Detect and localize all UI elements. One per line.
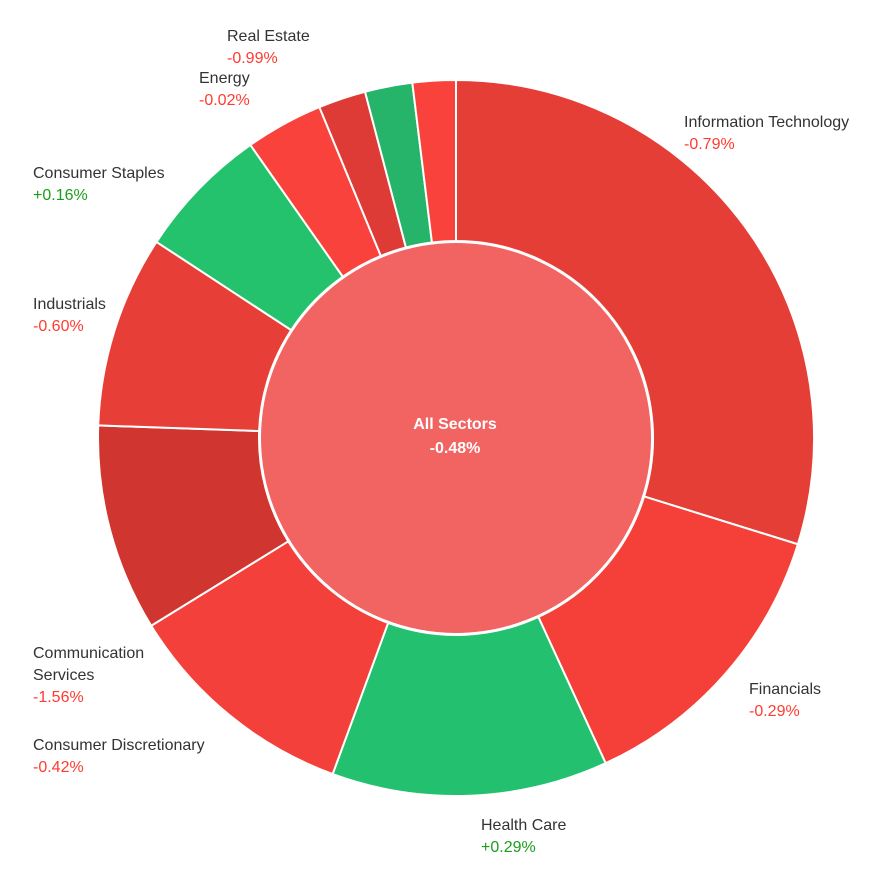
label-name: Industrials: [33, 296, 106, 313]
label-information-technology: Information Technology -0.79%: [684, 112, 849, 156]
label-change: -0.02%: [199, 92, 250, 109]
center-label: All Sectors -0.48%: [355, 413, 555, 461]
center-change: -0.48%: [429, 440, 481, 457]
center-circle-all-sectors[interactable]: [259, 241, 653, 635]
label-change: -0.42%: [33, 759, 84, 776]
label-name: Financials: [749, 681, 822, 698]
label-name: Consumer Staples: [33, 165, 165, 182]
label-change: -1.56%: [33, 689, 84, 706]
label-change: +0.29%: [481, 839, 536, 856]
label-name: Real Estate: [227, 28, 310, 45]
label-change: -0.60%: [33, 318, 84, 335]
label-communication-services: Communication Services -1.56%: [33, 643, 183, 709]
label-name: Consumer Discretionary: [33, 737, 205, 754]
label-name: Communication Services: [33, 645, 145, 684]
label-change: +0.16%: [33, 187, 88, 204]
label-change: -0.99%: [227, 50, 278, 67]
label-health-care: Health Care +0.29%: [481, 815, 566, 859]
label-consumer-discretionary: Consumer Discretionary -0.42%: [33, 735, 205, 779]
label-consumer-staples: Consumer Staples +0.16%: [33, 163, 165, 207]
label-industrials: Industrials -0.60%: [33, 294, 106, 338]
center-title: All Sectors: [413, 416, 497, 433]
label-change: -0.29%: [749, 703, 800, 720]
label-real-estate: Real Estate -0.99%: [227, 26, 310, 70]
label-name: Energy: [199, 70, 250, 87]
label-financials: Financials -0.29%: [749, 679, 821, 723]
label-energy: Energy -0.02%: [199, 68, 250, 112]
label-change: -0.79%: [684, 136, 735, 153]
label-name: Health Care: [481, 817, 567, 834]
label-name: Information Technology: [684, 114, 850, 131]
